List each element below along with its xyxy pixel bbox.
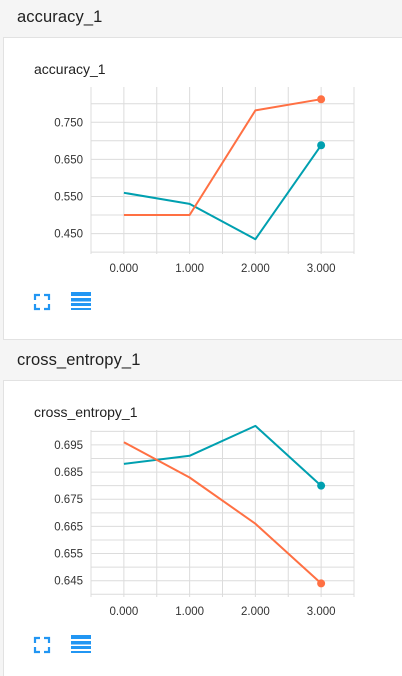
fit-domain-icon bbox=[33, 293, 51, 311]
fit-domain-icon bbox=[33, 636, 51, 654]
toggle-data-button[interactable] bbox=[69, 633, 91, 655]
series-line-0 bbox=[123, 144, 322, 241]
section-title: cross_entropy_1 bbox=[17, 351, 141, 369]
x-tick-label: 2.000 bbox=[241, 263, 270, 275]
y-tick-label: 0.685 bbox=[54, 467, 83, 479]
x-tick-label: 1.000 bbox=[175, 263, 204, 275]
x-tick-label: 3.000 bbox=[307, 606, 336, 618]
series-endpoint-0[interactable] bbox=[317, 141, 326, 150]
section-header-cross-entropy[interactable]: cross_entropy_1 bbox=[0, 343, 402, 380]
line-chart-accuracy: 0.750 0.650 0.550 0.450 0.000 1.000 2.000 3.000 bbox=[54, 87, 355, 275]
x-tick-label: 0.000 bbox=[109, 606, 138, 618]
section-title: accuracy_1 bbox=[17, 8, 103, 26]
y-tick-label: 0.675 bbox=[54, 494, 83, 506]
line-chart-cross-entropy: 0.695 0.685 0.675 0.665 0.655 0.645 0.000 1.000… bbox=[54, 424, 355, 618]
x-tick-label: 2.000 bbox=[241, 606, 270, 618]
toggle-data-button[interactable] bbox=[69, 290, 91, 312]
toggle-data-table-icon bbox=[71, 292, 91, 310]
x-tick-label: 3.000 bbox=[307, 263, 336, 275]
fit-domain-button[interactable] bbox=[31, 634, 53, 656]
series-endpoint-1[interactable] bbox=[317, 95, 326, 104]
series-line-1 bbox=[123, 441, 322, 585]
y-tick-label: 0.750 bbox=[54, 117, 83, 129]
chart-title: cross_entropy_1 bbox=[34, 404, 138, 420]
series-endpoint-1[interactable] bbox=[317, 579, 326, 588]
y-tick-label: 0.650 bbox=[54, 154, 83, 166]
y-tick-label: 0.665 bbox=[54, 521, 83, 533]
y-tick-label: 0.645 bbox=[54, 576, 83, 588]
x-tick-label: 0.000 bbox=[109, 263, 138, 275]
toggle-data-table-icon bbox=[71, 635, 91, 653]
chart-card-accuracy: accuracy_1 0.750 0.650 0.550 0.450 0.000 1.00… bbox=[3, 37, 402, 340]
y-tick-label: 0.655 bbox=[54, 549, 83, 561]
chart-title: accuracy_1 bbox=[34, 61, 106, 77]
y-tick-label: 0.550 bbox=[54, 191, 83, 203]
y-tick-label: 0.450 bbox=[54, 229, 83, 241]
section-header-accuracy[interactable]: accuracy_1 bbox=[0, 0, 402, 37]
series-line-1 bbox=[123, 98, 322, 216]
series-endpoint-0[interactable] bbox=[317, 481, 326, 490]
x-tick-label: 1.000 bbox=[175, 606, 204, 618]
chart-card-cross-entropy: cross_entropy_1 0.695 0.685 0.675 0.665 0.65… bbox=[3, 380, 402, 676]
fit-domain-button[interactable] bbox=[31, 291, 53, 313]
y-tick-label: 0.695 bbox=[54, 440, 83, 452]
